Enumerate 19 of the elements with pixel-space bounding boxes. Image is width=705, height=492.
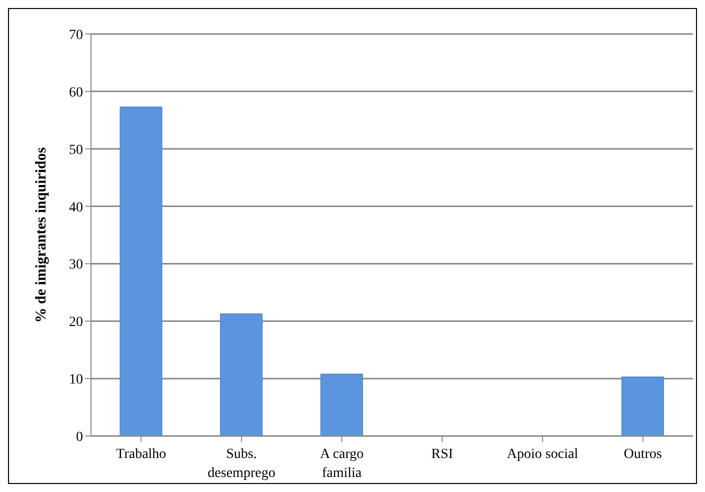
x-tick-label: A cargo familia xyxy=(320,447,364,481)
y-tick-label: 60 xyxy=(69,85,83,100)
y-tick-label: 0 xyxy=(76,430,83,445)
x-tick-label: Apoio social xyxy=(506,447,578,462)
y-tick-label: 10 xyxy=(69,372,83,388)
y-tick-label: 70 xyxy=(69,28,83,43)
y-tick-label: 30 xyxy=(69,258,83,273)
x-tick-label: Trabalho xyxy=(116,447,166,462)
x-tick-label: Subs. desemprego xyxy=(208,447,276,481)
bar xyxy=(120,106,162,436)
y-tick-label: 40 xyxy=(69,200,83,216)
bar xyxy=(320,374,363,436)
x-tick-label: RSI xyxy=(431,447,454,462)
y-tick-label: 50 xyxy=(69,142,83,158)
bar xyxy=(220,313,263,436)
y-tick-label: 20 xyxy=(69,315,83,330)
y-axis-title: % de imigrantes inquiridos xyxy=(33,147,50,323)
bar xyxy=(621,376,664,436)
x-tick-label: Outros xyxy=(624,447,662,462)
